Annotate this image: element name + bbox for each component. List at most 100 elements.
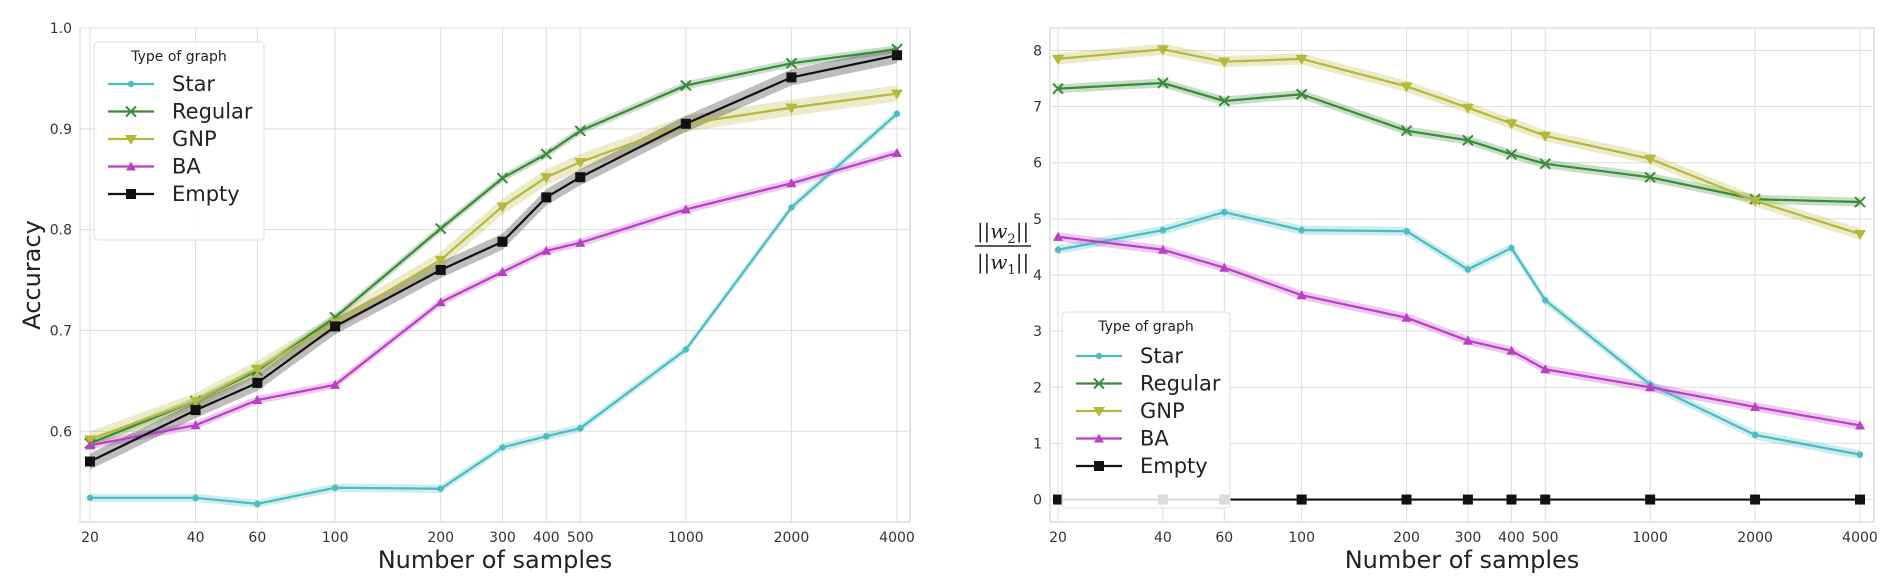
x-tick-label: 40	[1154, 530, 1172, 546]
ba-data-point	[1750, 401, 1761, 411]
ba-data-point	[1296, 290, 1307, 300]
regular-data-point	[540, 148, 552, 160]
empty-data-point	[1855, 494, 1865, 505]
gnp-data-point	[251, 364, 264, 375]
star-data-point	[1403, 228, 1410, 235]
y-tick-label: 0.9	[50, 122, 72, 138]
ba-data-point	[786, 178, 797, 188]
x-tick-label: 100	[322, 530, 349, 546]
regular-data-point	[1295, 88, 1308, 100]
star-data-point	[1751, 431, 1759, 439]
regular-confidence-band	[1058, 78, 1860, 207]
empty-data-point	[892, 50, 902, 61]
confidence-bands	[1058, 43, 1860, 460]
y-axis-label: Accuracy	[18, 220, 46, 330]
x-tick-label: 40	[187, 530, 205, 546]
empty-legend-label: Empty	[172, 182, 240, 206]
empty-legend-marker	[1094, 461, 1104, 471]
y-tick-label: 5	[1033, 212, 1042, 228]
star-data-point	[543, 433, 550, 440]
gnp-data-point	[1461, 103, 1474, 114]
ba-data-point	[330, 379, 341, 389]
star-legend-marker	[127, 80, 135, 88]
empty-data-point	[575, 172, 586, 183]
star-data-point	[192, 494, 199, 502]
x-tick-label: 2000	[774, 530, 810, 546]
star-data-point	[1508, 244, 1515, 252]
empty-data-point	[252, 377, 263, 388]
y-tick-label: 2	[1033, 380, 1042, 396]
ba-legend-marker	[1094, 433, 1104, 443]
star-data-point	[1542, 297, 1549, 304]
gnp-data-point	[540, 173, 553, 184]
empty-data-point	[1645, 494, 1656, 505]
x-tick-labels: 20 40 60 100 200 300 400 500 1000 2000 4000	[81, 530, 915, 546]
gnp-data-point	[1539, 131, 1552, 142]
x-tick-label: 20	[1049, 530, 1067, 546]
ba-data-point	[1540, 364, 1551, 374]
empty-data-point	[497, 236, 508, 247]
legend-title: Type of graph	[130, 49, 227, 65]
ba-data-point	[1053, 231, 1063, 241]
ba-data-point	[497, 266, 508, 276]
empty-data-point	[1053, 494, 1063, 505]
gnp-data-point	[84, 435, 96, 446]
y-tick-labels: 0.6 0.7 0.8 0.9 1.0	[50, 21, 72, 440]
empty-data-point	[786, 72, 797, 83]
star-data-point	[254, 500, 261, 508]
y-tick-label: 0.8	[50, 223, 72, 239]
gnp-legend-marker	[125, 135, 137, 145]
x-tick-label: 2000	[1737, 530, 1773, 546]
y-tick-label: 3	[1033, 324, 1042, 340]
star-data-point	[1054, 246, 1062, 253]
y-tick-label: 4	[1033, 268, 1042, 284]
empty-confidence-band	[90, 47, 897, 470]
empty-data-point	[680, 118, 691, 129]
weight-ratio-chart: 20 40 60 100 200 300 400 500 1000 2000 4000 0 1 2 3 4 5…	[975, 27, 1878, 574]
y-label-numerator: ||w2||	[977, 219, 1029, 247]
ba-data-point	[541, 245, 552, 255]
x-tick-label: 4000	[879, 530, 915, 546]
gnp-data-point	[1505, 119, 1518, 130]
regular-data-point	[1854, 196, 1866, 208]
star-data-point	[499, 444, 506, 451]
legend-box	[93, 41, 265, 241]
ba-data-point	[1506, 345, 1517, 355]
regular-data-point	[1400, 125, 1413, 137]
star-legend-marker	[1095, 352, 1103, 360]
ba-data-point	[190, 420, 201, 430]
star-data-point	[1856, 451, 1864, 458]
x-tick-label: 400	[1498, 530, 1525, 546]
y-axis-label: ||w2|| ||w1||	[975, 219, 1031, 278]
x-tick-label: 300	[1455, 530, 1482, 546]
empty-data-point	[1462, 494, 1473, 505]
ba-data-point	[1157, 244, 1168, 254]
legend: Type of graph Star Regular GNP BA Empty	[93, 41, 265, 241]
ba-data-point	[1462, 335, 1473, 345]
x-tick-label: 20	[81, 530, 99, 546]
x-tick-label: 1000	[1632, 530, 1668, 546]
gnp-data-point	[496, 202, 509, 213]
y-tick-label: 1	[1033, 436, 1042, 452]
star-data-point	[331, 484, 339, 491]
legend-items: Star Regular GNP BA Empty	[108, 72, 253, 206]
y-tick-label: 8	[1033, 43, 1042, 59]
empty-data-point	[1540, 494, 1551, 505]
star-data-point	[1221, 208, 1228, 216]
ba-confidence-band	[90, 148, 897, 450]
y-label-denominator: ||w1||	[977, 250, 1029, 278]
regular-data-point	[1644, 171, 1656, 184]
regular-legend-marker	[1093, 377, 1105, 390]
x-tick-label: 1000	[668, 530, 704, 546]
ba-data-point	[1401, 312, 1412, 322]
star-confidence-band	[1058, 207, 1860, 460]
regular-data-point	[1052, 82, 1064, 95]
star-legend-label: Star	[1140, 344, 1183, 368]
y-tick-label: 0.7	[50, 323, 72, 339]
star-data-point	[1298, 226, 1305, 234]
gnp-data-point	[1400, 82, 1413, 93]
empty-data-point	[190, 405, 201, 416]
regular-data-point	[435, 222, 447, 235]
accuracy-chart: 20 40 60 100 200 300 400 500 1000 2000 4000 0.6 0.7…	[18, 21, 915, 574]
star-data-point	[437, 485, 444, 492]
